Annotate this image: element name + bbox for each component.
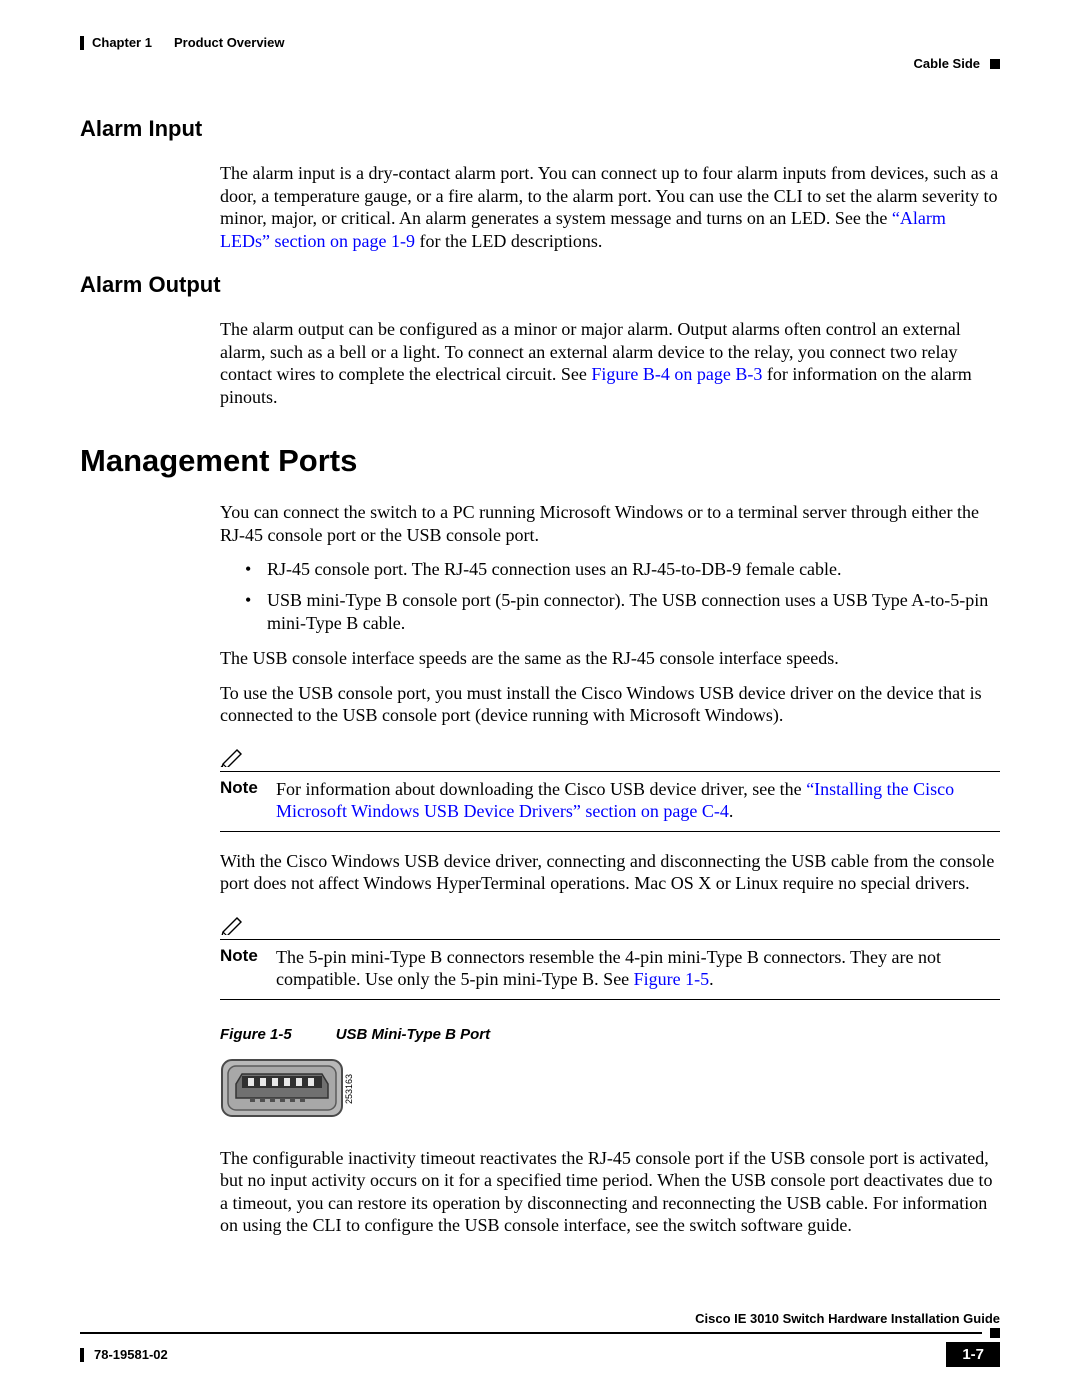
note-rule xyxy=(220,939,1000,940)
list-item: RJ-45 console port. The RJ-45 connection… xyxy=(245,558,1000,581)
note-row: Note For information about downloading t… xyxy=(220,778,1000,823)
doc-number: 78-19581-02 xyxy=(94,1347,168,1362)
mgmt-p5: The configurable inactivity timeout reac… xyxy=(220,1147,1000,1237)
mgmt-bullet-list: RJ-45 console port. The RJ-45 connection… xyxy=(245,558,1000,635)
note-icon-row xyxy=(220,913,1000,935)
header-square-icon xyxy=(990,59,1000,69)
note-block: Note For information about downloading t… xyxy=(220,745,1000,832)
text: . xyxy=(709,969,714,989)
footer-left: 78-19581-02 xyxy=(80,1347,168,1362)
figure-caption: Figure 1-5 USB Mini-Type B Port xyxy=(220,1026,1000,1044)
note-rule xyxy=(220,771,1000,772)
note-block: Note The 5-pin mini-Type B connectors re… xyxy=(220,913,1000,1000)
note-row: Note The 5-pin mini-Type B connectors re… xyxy=(220,946,1000,991)
figure-usb-mini-b: 253163 xyxy=(220,1054,1000,1129)
footer-rule-row xyxy=(80,1328,1000,1338)
page-number: 1-7 xyxy=(946,1342,1000,1367)
pencil-icon xyxy=(220,913,246,935)
heading-alarm-input: Alarm Input xyxy=(80,116,1000,142)
mgmt-p3: To use the USB console port, you must in… xyxy=(220,682,1000,727)
section-label: Cable Side xyxy=(914,56,980,71)
page: Chapter 1 Product Overview Cable Side Al… xyxy=(0,0,1080,1397)
heading-management-ports: Management Ports xyxy=(80,443,1000,479)
guide-title: Cisco IE 3010 Switch Hardware Installati… xyxy=(695,1311,1000,1326)
note-label: Note xyxy=(220,778,260,823)
text: For information about downloading the Ci… xyxy=(276,779,806,799)
footer-square-icon xyxy=(990,1328,1000,1338)
alarm-input-paragraph: The alarm input is a dry-contact alarm p… xyxy=(220,162,1000,252)
chapter-label: Chapter 1 xyxy=(92,35,152,50)
mgmt-p1: You can connect the switch to a PC runni… xyxy=(220,501,1000,546)
note-icon-row xyxy=(220,745,1000,767)
note-rule xyxy=(220,999,1000,1000)
pencil-icon xyxy=(220,745,246,767)
note-rule xyxy=(220,831,1000,832)
heading-alarm-output: Alarm Output xyxy=(80,272,1000,298)
footer-row: 78-19581-02 1-7 xyxy=(80,1342,1000,1367)
note-text: For information about downloading the Ci… xyxy=(276,778,1000,823)
note-text: The 5-pin mini-Type B connectors resembl… xyxy=(276,946,1000,991)
note-label: Note xyxy=(220,946,260,991)
link-figure-1-5[interactable]: Figure 1-5 xyxy=(634,969,710,989)
page-footer: Cisco IE 3010 Switch Hardware Installati… xyxy=(80,1310,1000,1367)
text: for the LED descriptions. xyxy=(415,231,602,251)
link-figure-b4[interactable]: Figure B-4 on page B-3 xyxy=(591,364,762,384)
header-bar-icon xyxy=(80,36,84,50)
footer-bar-icon xyxy=(80,1348,84,1362)
figure-title: USB Mini-Type B Port xyxy=(336,1026,490,1043)
text: . xyxy=(729,801,734,821)
figure-label: Figure 1-5 xyxy=(220,1026,292,1043)
mgmt-p2: The USB console interface speeds are the… xyxy=(220,647,1000,670)
text: The alarm input is a dry-contact alarm p… xyxy=(220,163,998,228)
figure-id-text: 253163 xyxy=(344,1074,354,1104)
header-right-row: Cable Side xyxy=(80,56,1000,71)
alarm-output-paragraph: The alarm output can be configured as a … xyxy=(220,318,1000,408)
text: The 5-pin mini-Type B connectors resembl… xyxy=(276,947,941,990)
footer-rule xyxy=(80,1332,982,1334)
header-right: Cable Side xyxy=(914,56,1000,71)
list-item: USB mini-Type B console port (5-pin conn… xyxy=(245,589,1000,635)
header-left: Chapter 1 Product Overview xyxy=(80,35,285,50)
page-header: Chapter 1 Product Overview xyxy=(80,35,1000,50)
mgmt-p4: With the Cisco Windows USB device driver… xyxy=(220,850,1000,895)
chapter-title: Product Overview xyxy=(174,35,285,50)
